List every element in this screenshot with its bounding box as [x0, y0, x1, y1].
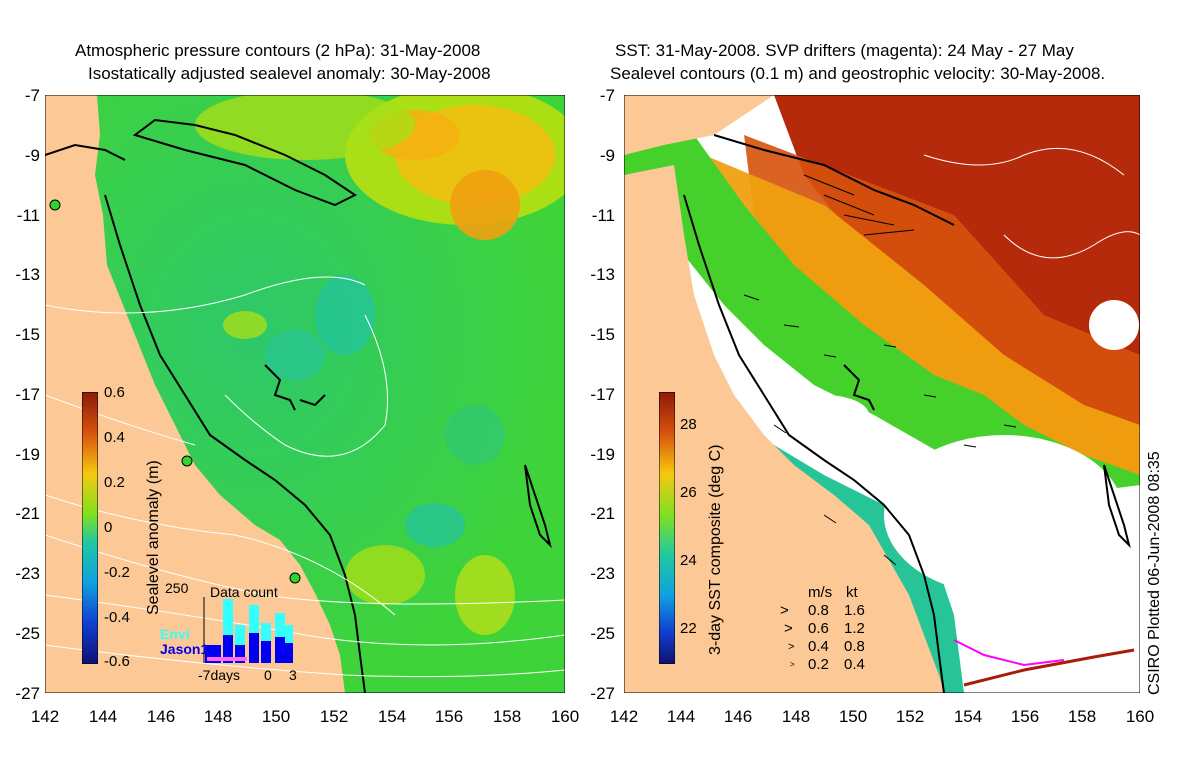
right-x-tick: 154: [953, 707, 983, 726]
left-y-tick: -19: [15, 445, 40, 464]
left-y-tick: -11: [16, 206, 40, 225]
right-y-tick: -19: [590, 445, 615, 464]
data-count-inset: [203, 597, 293, 663]
left-x-tick: 160: [550, 707, 580, 726]
right-x-tick: 160: [1125, 707, 1155, 726]
velocity-legend-row-ms: 0.2: [808, 656, 829, 673]
sealevel-colorbar: [82, 392, 98, 664]
right-y-tick: -9: [599, 146, 615, 165]
left-title-line1: Atmospheric pressure contours (2 hPa): 3…: [75, 41, 481, 60]
right-x-tick: 150: [838, 707, 868, 726]
left-y-tick: -21: [15, 504, 40, 523]
sealevel-cbar-label: Sealevel anomaly (m): [145, 460, 162, 615]
velocity-legend-kt-header: kt: [846, 584, 858, 601]
sst-cbar-tick-2: 24: [680, 552, 697, 569]
sst-cbar-label: 3-day SST composite (deg C): [707, 444, 724, 655]
right-y-tick: -21: [590, 504, 615, 523]
sealevel-cbar-tick-3: 0: [104, 519, 113, 536]
left-x-tick: 148: [203, 707, 233, 726]
left-y-tick: -13: [15, 265, 40, 284]
right-y-tick: -13: [590, 265, 615, 284]
sst-cbar-tick-3: 22: [680, 620, 697, 637]
right-y-tick: -23: [590, 564, 615, 583]
velocity-legend-row-ms: 0.4: [808, 638, 829, 655]
velocity-arrow-icon: >: [790, 660, 795, 669]
right-x-tick: 148: [781, 707, 811, 726]
left-y-tick: -25: [15, 624, 40, 643]
velocity-legend-row-ms: 0.8: [808, 602, 829, 619]
sealevel-cbar-tick-5: -0.4: [104, 609, 130, 626]
inset-x-label-2: 3: [289, 667, 297, 683]
left-x-tick: 156: [434, 707, 464, 726]
inset-legend-jason: Jason1: [160, 641, 209, 657]
left-x-tick: 152: [319, 707, 349, 726]
velocity-arrow-icon: >: [784, 620, 793, 637]
velocity-legend-row-kt: 0.4: [844, 656, 865, 673]
right-title-line2: Sealevel contours (0.1 m) and geostrophi…: [610, 64, 1106, 83]
right-y-tick: -15: [590, 325, 615, 344]
left-y-tick: -23: [15, 564, 40, 583]
right-y-tick: -7: [599, 86, 615, 105]
left-x-tick: 144: [88, 707, 118, 726]
sst-colorbar: [659, 392, 675, 664]
right-y-tick: -11: [591, 206, 615, 225]
left-y-tick: -15: [15, 325, 40, 344]
left-y-tick: -17: [15, 385, 40, 404]
inset-title: Data count: [210, 584, 278, 600]
inset-x-label-0: -7days: [198, 667, 241, 683]
sealevel-cbar-tick-6: -0.6: [104, 653, 130, 670]
sst-cbar-tick-1: 26: [680, 484, 697, 501]
left-x-tick: 150: [261, 707, 291, 726]
inset-x-label-1: 0: [264, 667, 272, 683]
right-x-tick: 142: [609, 707, 639, 726]
sealevel-cbar-tick-1: 0.4: [104, 429, 125, 446]
left-y-tick: -9: [24, 146, 40, 165]
sealevel-anomaly-map: [45, 95, 565, 693]
right-x-tick: 158: [1067, 707, 1097, 726]
right-y-tick: -17: [590, 385, 615, 404]
credit-text: CSIRO Plotted 06-Jun-2008 08:35: [1146, 451, 1163, 695]
right-x-tick: 156: [1010, 707, 1040, 726]
left-x-tick: 158: [492, 707, 522, 726]
velocity-legend-row-ms: 0.6: [808, 620, 829, 637]
sealevel-cbar-tick-2: 0.2: [104, 474, 125, 491]
left-y-tick: -7: [24, 86, 40, 105]
sst-cbar-tick-0: 28: [680, 416, 697, 433]
inset-y-max: 250: [165, 580, 189, 596]
velocity-arrow-icon: >: [780, 602, 789, 619]
right-title-line1: SST: 31-May-2008. SVP drifters (magenta)…: [615, 41, 1074, 60]
sealevel-cbar-tick-4: -0.2: [104, 564, 130, 581]
velocity-legend-ms-header: m/s: [808, 584, 833, 601]
left-x-tick: 146: [146, 707, 176, 726]
velocity-legend-row-kt: 0.8: [844, 638, 865, 655]
sealevel-cbar-tick-0: 0.6: [104, 384, 125, 401]
sst-map: [624, 95, 1140, 693]
velocity-legend-row-kt: 1.2: [844, 620, 865, 637]
right-x-tick: 144: [666, 707, 696, 726]
right-y-tick: -27: [590, 684, 615, 703]
inset-legend-envi: Envi: [160, 626, 190, 642]
left-y-tick: -27: [15, 684, 40, 703]
velocity-arrow-icon: >: [788, 641, 795, 653]
right-x-tick: 146: [723, 707, 753, 726]
right-y-tick: -25: [590, 624, 615, 643]
left-x-tick: 154: [377, 707, 407, 726]
right-x-tick: 152: [895, 707, 925, 726]
velocity-legend-row-kt: 1.6: [844, 602, 865, 619]
left-title-line2: Isostatically adjusted sealevel anomaly:…: [88, 64, 491, 83]
left-x-tick: 142: [30, 707, 60, 726]
